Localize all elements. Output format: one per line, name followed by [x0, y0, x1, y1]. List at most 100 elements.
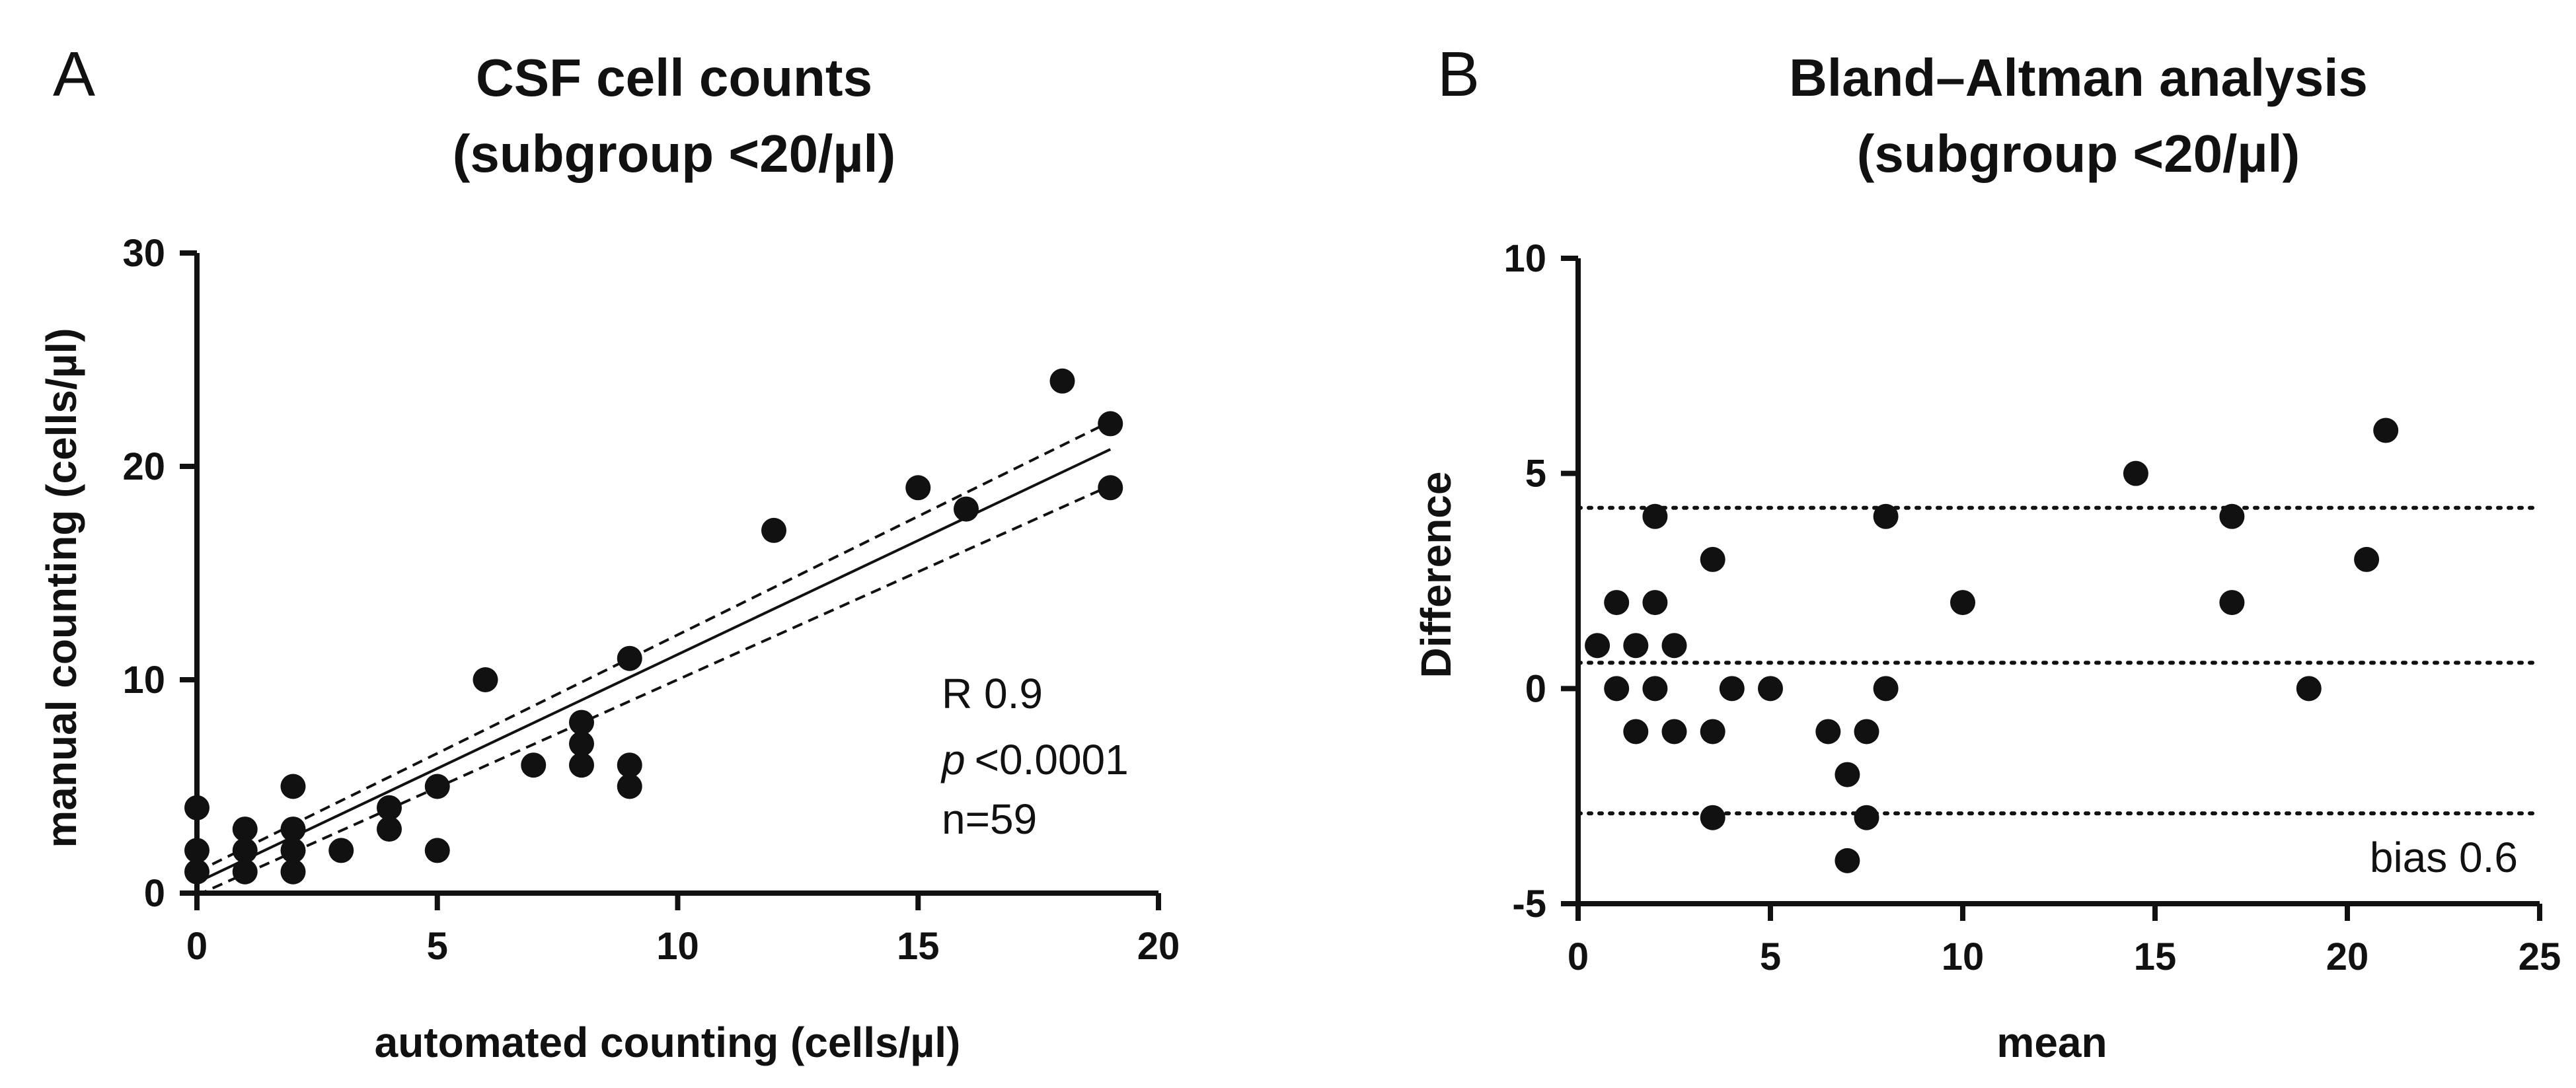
panel-b-data-point	[2296, 676, 2322, 702]
panel-a-y-axis-label: manual counting (cells/µl)	[38, 328, 85, 848]
panel-a-data-point	[184, 795, 209, 820]
panel-a-x-tick-label: 15	[897, 925, 940, 968]
p-symbol: p	[940, 736, 966, 783]
panel-b-data-point	[1835, 762, 1860, 787]
panel-b-x-tick-label: 20	[2326, 935, 2369, 978]
panel-a-data-point	[1049, 368, 1075, 394]
panel-b-axes: 0 5 10 15 20 25 -5 0 5 10	[1503, 237, 2561, 978]
panel-a-data-point	[424, 774, 450, 799]
panel-a-x-tick-label: 10	[656, 925, 699, 968]
panel-a-data-point	[424, 838, 450, 863]
panel-a-y-tick-label: 30	[122, 232, 165, 275]
panel-b-data-point	[2354, 546, 2380, 572]
panel-b-data-point	[2219, 590, 2245, 616]
r-value-annotation: R 0.9	[942, 670, 1043, 717]
panel-b-data-point	[1661, 719, 1687, 744]
panel-b-data-point	[1585, 633, 1610, 659]
panel-b-data-point	[1873, 676, 1899, 702]
panel-b-data-point	[1700, 546, 1725, 572]
panel-a-x-tick-label: 20	[1137, 925, 1180, 968]
panel-b-data-point	[1604, 676, 1630, 702]
bias-annotation: bias 0.6	[2370, 834, 2518, 881]
panel-a-data-point	[473, 667, 498, 692]
confidence-band-upper-line	[196, 420, 1112, 873]
panel-b-data-point	[2373, 417, 2399, 443]
panel-b-data-point	[1642, 590, 1668, 616]
panel-a-data-point	[232, 816, 258, 842]
panel-b-data-point	[1854, 805, 1879, 830]
panel-b-y-tick-label: 0	[1525, 667, 1546, 710]
panel-b-data-point	[2219, 503, 2245, 529]
panel-a-y-tick-label: 20	[122, 445, 165, 488]
panel-letter-a: A	[53, 39, 95, 110]
panel-a-regression-lines	[196, 420, 1112, 897]
panel-a-data-point	[617, 774, 642, 799]
panel-a-data-point	[328, 838, 354, 863]
panel-a-data-point	[617, 752, 642, 778]
panel-a-data-point	[280, 838, 306, 863]
panel-b-subtitle: (subgroup <20/µl)	[1857, 124, 2300, 183]
panel-a-data-point	[184, 859, 209, 885]
panel-a-data-point	[377, 816, 402, 842]
panel-a-data-point	[954, 496, 979, 522]
panel-b-data-point	[1700, 805, 1725, 830]
panel-a: A CSF cell counts (subgroup <20/µl) auto…	[38, 39, 1180, 1066]
panel-b-x-tick-label: 0	[1568, 935, 1589, 978]
panel-b-data-point	[1604, 590, 1630, 616]
panel-a-title: CSF cell counts	[476, 48, 872, 107]
panel-b-data-point	[1873, 503, 1899, 529]
panel-b-points	[1585, 417, 2399, 873]
confidence-band-lower-line	[196, 484, 1112, 897]
panel-b-data-point	[1661, 633, 1687, 659]
panel-a-data-point	[905, 475, 931, 501]
panel-a-data-point	[617, 645, 642, 671]
panel-letter-b: B	[1437, 39, 1480, 110]
panel-b-data-point	[1642, 676, 1668, 702]
panel-a-points	[184, 368, 1123, 885]
panel-b-data-point	[2123, 460, 2148, 486]
panel-b-data-point	[1835, 848, 1860, 873]
panel-a-y-tick-label: 0	[144, 872, 165, 915]
p-value-annotation: p <0.0001	[940, 736, 1129, 783]
panel-b-y-tick-label: -5	[1512, 883, 1546, 925]
panel-b-data-point	[1854, 719, 1879, 744]
panel-a-data-point	[280, 774, 306, 799]
panel-b-x-tick-label: 15	[2134, 935, 2177, 978]
panel-b-data-point	[1700, 719, 1725, 744]
n-annotation: n=59	[942, 795, 1037, 843]
panel-a-data-point	[280, 816, 306, 842]
panel-a-data-point	[377, 795, 402, 820]
panel-b-y-axis-label: Difference	[1412, 472, 1460, 678]
panel-a-axes: 0 5 10 15 20 0 10 20 30	[122, 232, 1180, 968]
panel-a-x-tick-label: 0	[186, 925, 208, 968]
panel-b-data-point	[1623, 633, 1649, 659]
panel-b-reference-lines	[1576, 505, 2542, 816]
panel-b-x-axis-label: mean	[1996, 1019, 2107, 1066]
panel-a-x-axis-label: automated counting (cells/µl)	[375, 1019, 961, 1066]
panel-a-data-point	[1098, 475, 1123, 501]
panel-b-data-point	[1758, 676, 1783, 702]
panel-a-subtitle: (subgroup <20/µl)	[453, 124, 896, 183]
panel-a-data-point	[569, 731, 594, 756]
panel-a-statistics: R 0.9 p <0.0001 n=59	[940, 670, 1129, 843]
p-value: <0.0001	[975, 736, 1129, 783]
panel-a-data-point	[761, 517, 786, 543]
panel-a-data-point	[232, 859, 258, 885]
panel-a-data-point	[280, 859, 306, 885]
panel-b-x-tick-label: 10	[1942, 935, 1985, 978]
panel-b-title: Bland–Altman analysis	[1789, 48, 2368, 107]
panel-a-data-point	[569, 709, 594, 735]
panel-b: B Bland–Altman analysis (subgroup <20/µl…	[1412, 39, 2561, 1066]
panel-b-data-point	[1623, 719, 1649, 744]
panel-b-data-point	[1642, 503, 1668, 529]
panel-a-data-point	[184, 838, 209, 863]
panel-b-x-tick-label: 25	[2519, 935, 2561, 978]
panel-b-data-point	[1719, 676, 1745, 702]
panel-b-x-tick-label: 5	[1760, 935, 1781, 978]
regression-line	[196, 448, 1112, 884]
panel-b-y-tick-label: 5	[1525, 453, 1546, 495]
panel-a-data-point	[521, 752, 547, 778]
panel-b-y-tick-label: 10	[1503, 237, 1546, 280]
panel-a-data-point	[232, 838, 258, 863]
